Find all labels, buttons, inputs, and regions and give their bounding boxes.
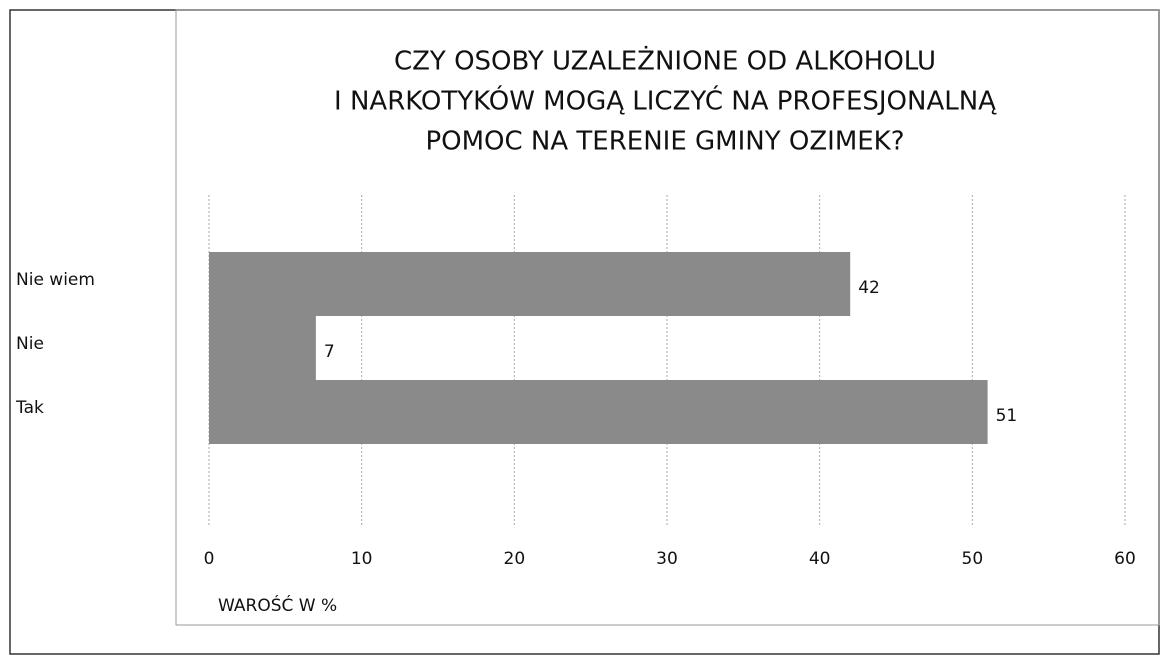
x-axis-title: WAROŚĆ W %	[218, 594, 337, 616]
y-tick-label: Nie	[16, 334, 44, 354]
x-tick-label: 40	[809, 549, 831, 569]
y-tick-label: Nie wiem	[16, 270, 95, 290]
bar	[209, 380, 988, 444]
x-tick-label: 60	[1114, 549, 1136, 569]
x-tick-label: 50	[962, 549, 984, 569]
data-label: 42	[858, 278, 880, 298]
plot-frame	[175, 9, 1160, 626]
chart-title: POMOC NA TERENIE GMINY OZIMEK?	[425, 127, 904, 157]
data-label: 51	[996, 406, 1018, 426]
chart-title: I NARKOTYKÓW MOGĄ LICZYĆ NA PROFESJONALN…	[334, 85, 997, 117]
data-label: 7	[324, 342, 335, 362]
x-tick-label: 30	[656, 549, 678, 569]
x-tick-label: 10	[351, 549, 373, 569]
x-tick-label: 0	[204, 549, 215, 569]
chart-title: CZY OSOBY UZALEŻNIONE OD ALKOHOLU	[394, 45, 936, 77]
bar	[209, 252, 851, 316]
bar	[209, 316, 316, 380]
y-tick-label: Tak	[15, 398, 44, 418]
x-tick-label: 20	[504, 549, 526, 569]
